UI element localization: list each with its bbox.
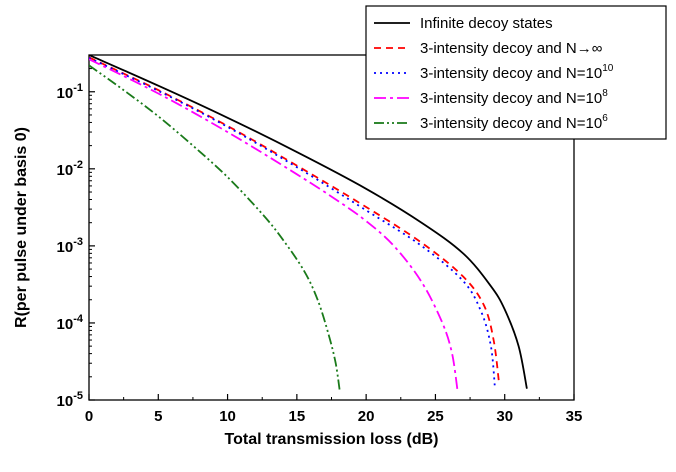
y-tick-label: 10-1	[57, 82, 83, 102]
legend-label-3: 3-intensity decoy and N=1010	[420, 63, 614, 82]
y-axis-title: R(per pulse under basis 0)	[13, 127, 30, 328]
y-tick-label: 10-2	[57, 159, 83, 179]
series-layer	[89, 55, 528, 392]
x-axis-title: Total transmission loss (dB)	[225, 431, 439, 448]
legend-box	[365, 5, 667, 140]
x-tick-label: 30	[496, 408, 513, 425]
series-line-4	[89, 58, 459, 392]
x-tick-label: 35	[566, 408, 583, 425]
legend-label-1: Infinite decoy states	[420, 15, 553, 32]
x-tick-label: 5	[154, 408, 162, 425]
y-tick-label: 10-4	[57, 313, 84, 333]
legend-label-5: 3-intensity decoy and N=106	[420, 113, 608, 132]
x-tick-label: 15	[289, 408, 306, 425]
y-tick-label: 10-3	[57, 236, 83, 256]
x-axis: 0 5 10 15 20 25 30 35	[85, 394, 583, 425]
series-line-1	[89, 55, 528, 389]
x-tick-label: 10	[219, 408, 236, 425]
x-tick-label: 0	[85, 408, 93, 425]
legend-label-4: 3-intensity decoy and N=108	[420, 88, 608, 107]
series-line-5	[89, 64, 341, 392]
y-tick-label: 10-5	[57, 390, 83, 410]
y-axis: 10-5 10-4 10-3 10-2 10-1	[57, 68, 95, 410]
x-tick-label: 20	[358, 408, 375, 425]
legend-label-2: 3-intensity decoy and N→∞	[420, 40, 603, 57]
x-tick-label: 25	[427, 408, 444, 425]
legend: Infinite decoy states 3-intensity decoy a…	[365, 5, 667, 140]
